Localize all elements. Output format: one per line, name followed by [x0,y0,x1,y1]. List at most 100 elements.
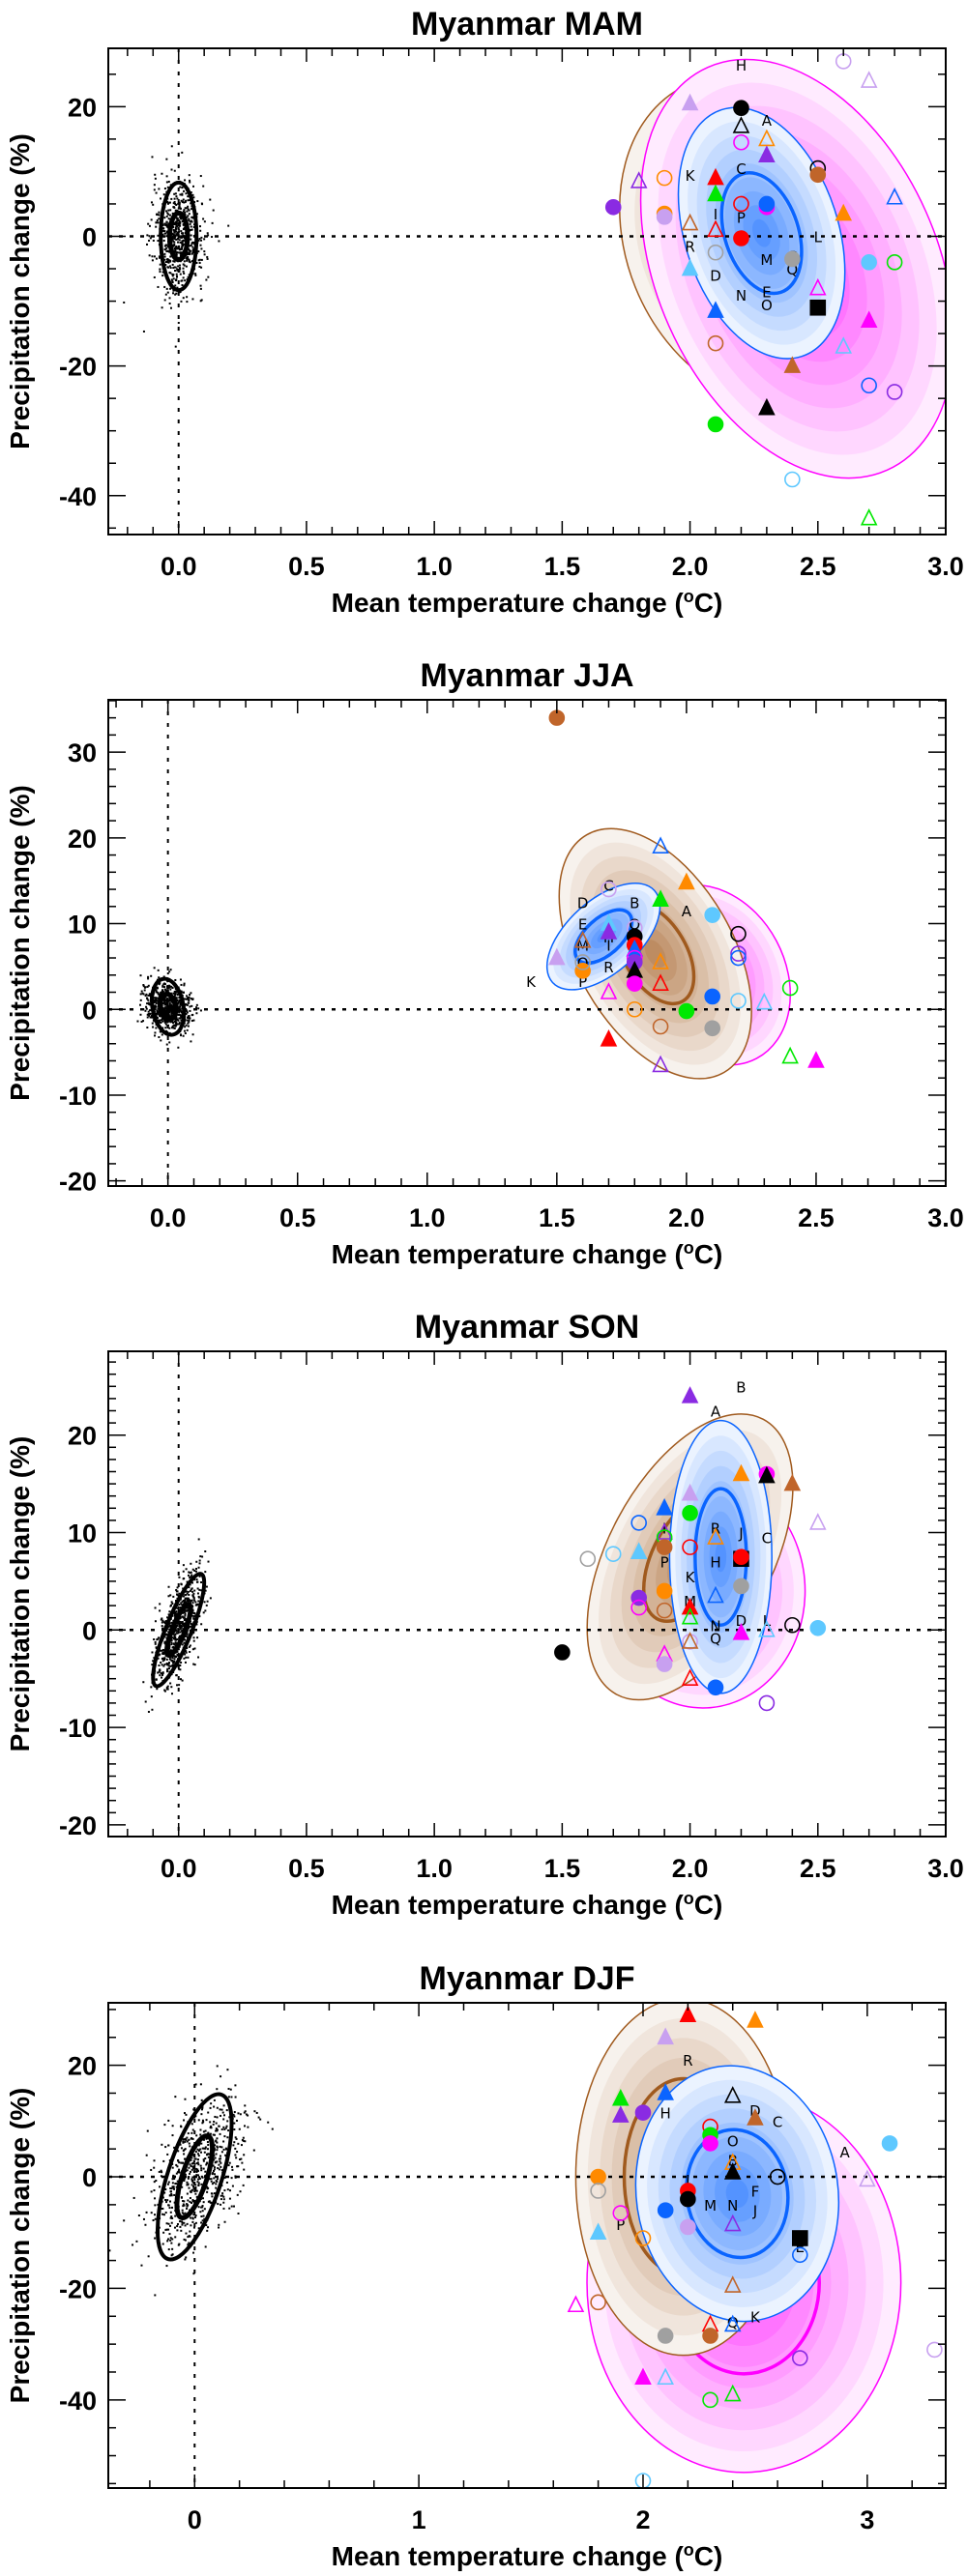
control-point [188,999,190,1002]
control-point [195,2134,198,2137]
control-point [188,2242,190,2244]
control-point [165,1008,168,1011]
x-tick-label: 2.5 [798,1203,835,1232]
control-point [175,227,178,230]
control-point [235,2119,238,2122]
control-point [198,1575,201,1577]
control-point [166,230,169,233]
control-point [192,2226,195,2229]
control-point [173,2226,176,2229]
control-point [218,2125,220,2127]
control-point [198,1588,201,1591]
control-point [161,1664,163,1666]
control-point [165,249,168,252]
model-point-circle [733,1577,749,1595]
control-point [184,2212,187,2214]
model-letter: I [714,206,718,223]
control-point [184,211,187,214]
control-point [202,1611,205,1614]
plot-frame [107,1350,947,1838]
control-point [171,280,174,283]
control-point [175,279,178,282]
control-point [198,258,201,261]
control-point [206,1600,209,1603]
control-point [166,260,169,263]
control-point [179,1664,182,1667]
control-point [207,234,210,237]
control-point [148,1009,151,1012]
control-point [191,248,194,251]
control-point [184,279,187,282]
control-point [170,1621,173,1624]
control-point [227,224,230,227]
control-point [132,2243,134,2246]
control-point [179,216,182,218]
control-point [178,235,181,238]
control-point [196,2174,199,2177]
control-point [193,2201,196,2204]
control-point [142,2217,145,2220]
control-point [162,1008,165,1011]
model-point-triangle [783,1473,802,1491]
control-point [183,2204,186,2207]
control-point [245,2113,248,2116]
control-point [173,1027,176,1029]
control-point [167,1663,170,1665]
control-point [197,2178,200,2181]
control-point [198,2177,201,2180]
control-point [192,2167,195,2170]
control-point [172,1642,175,1645]
control-point [161,990,163,993]
control-point [171,2166,174,2169]
model-point-circle [630,1599,647,1616]
control-point [173,266,176,269]
control-point [163,1622,166,1625]
model-point-triangle [723,2384,742,2402]
y-tick-label: 20 [68,1422,97,1451]
control-point [186,1592,189,1595]
model-letter: C [762,1530,772,1548]
model-point-triangle [707,219,724,238]
control-point [171,2253,174,2256]
control-point [176,2171,179,2174]
axis-ticks [108,2003,946,2488]
control-point [193,2175,196,2178]
control-point [180,236,183,239]
control-point [170,1011,173,1014]
kde-outline [634,2065,840,2323]
control-point [177,265,180,268]
control-point [167,2119,170,2122]
control-point [190,1576,192,1578]
model-point-triangle [652,973,669,991]
control-point [162,1664,165,1667]
control-point [176,234,179,237]
control-point [154,999,157,1002]
control-point [174,345,177,348]
control-point [175,275,178,278]
control-point [192,1592,195,1595]
control-point [169,2211,172,2214]
model-point-triangle [707,301,724,318]
control-point [220,2194,222,2197]
control-point [187,199,190,202]
control-point [178,248,181,251]
control-point [181,2220,184,2223]
model-point-triangle [707,1527,724,1545]
control-point [171,275,174,277]
control-point [170,278,173,281]
control-point [224,2147,227,2150]
control-point [157,285,160,288]
control-point [173,223,176,226]
x-tick-label: 1.0 [416,1854,453,1883]
control-point [241,2138,244,2141]
control-point [185,2138,188,2141]
control-point [163,255,166,258]
control-point [193,1599,196,1602]
control-point [222,2198,225,2201]
control-point [167,2222,170,2225]
control-point [187,2243,190,2246]
control-point [171,1009,174,1012]
control-point [158,1013,161,1016]
control-point [172,289,175,292]
control-point [169,2190,172,2193]
